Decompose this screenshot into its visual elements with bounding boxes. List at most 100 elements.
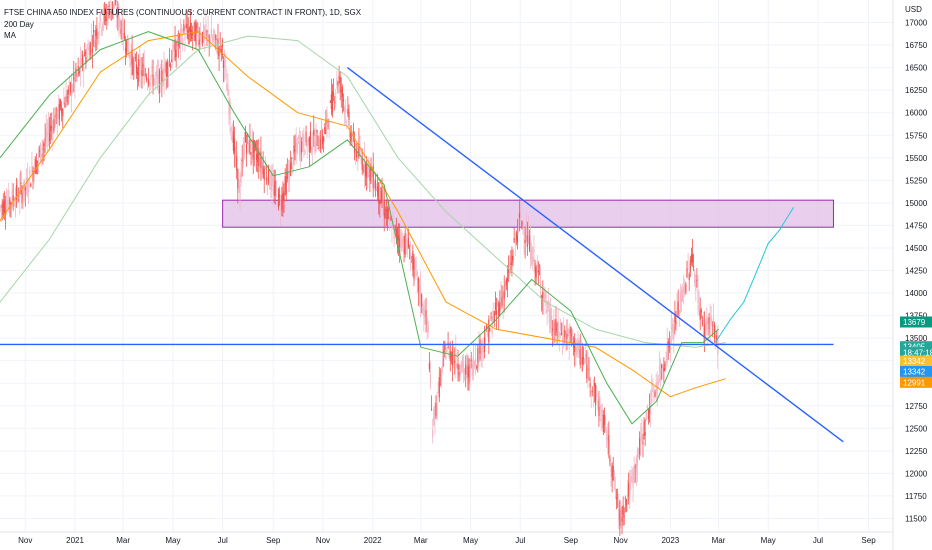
candle-body <box>249 138 251 153</box>
symbol-title[interactable]: FTSE CHINA A50 INDEX FUTURES (CONTINUOUS… <box>4 8 362 17</box>
candle-body <box>250 152 252 155</box>
candle-body <box>109 10 111 20</box>
candle-body <box>473 361 476 367</box>
x-tick-label: Sep <box>861 536 876 545</box>
candle-body <box>316 129 318 133</box>
price-tag <box>900 316 932 328</box>
candle-body <box>619 509 621 527</box>
candle-body <box>270 173 272 190</box>
candle-body <box>536 260 538 268</box>
candle-body <box>629 480 631 500</box>
candle-body <box>89 42 91 56</box>
candle-body <box>490 316 492 319</box>
candle-body <box>713 324 716 339</box>
candle-body <box>244 131 247 142</box>
candle-body <box>523 239 525 241</box>
candle-body <box>47 122 50 133</box>
candle-body <box>451 351 454 366</box>
candle-body <box>393 225 395 240</box>
candle-body <box>50 125 52 132</box>
candle-body <box>615 496 618 499</box>
candle-body <box>574 338 576 352</box>
candle-body <box>522 224 524 227</box>
indicator-200-day-label[interactable]: 200 Day <box>4 20 34 29</box>
candle-body <box>183 23 185 31</box>
candle-body <box>134 57 137 59</box>
candle-body <box>203 24 205 41</box>
candle-body <box>228 101 230 115</box>
candle-body <box>378 182 380 203</box>
candle-body <box>330 94 332 110</box>
candle-body <box>233 138 236 153</box>
candle-body <box>631 477 633 480</box>
candle-body <box>494 302 497 310</box>
y-tick-label: 13500 <box>905 334 928 343</box>
candle-body <box>399 238 401 248</box>
candle-body <box>75 68 77 77</box>
candle-body <box>286 172 288 179</box>
candle-body <box>359 150 361 153</box>
candle-body <box>675 321 677 325</box>
y-tick-label: 15750 <box>905 131 928 140</box>
candle-body <box>488 319 490 343</box>
candle-body <box>182 38 184 46</box>
candle-body <box>219 38 221 40</box>
candle-body <box>511 255 513 264</box>
candle-body <box>122 22 124 39</box>
candle-body <box>586 365 588 379</box>
candle-body <box>397 235 400 241</box>
price-tag-label: 13679 <box>903 318 926 327</box>
candle-body <box>424 314 426 325</box>
candle-body <box>175 49 177 58</box>
candle-body <box>603 414 606 425</box>
x-tick-label: Sep <box>564 536 579 545</box>
candle-body <box>139 59 141 63</box>
candle-body <box>336 77 338 85</box>
candle-body <box>700 310 702 313</box>
candle-body <box>513 237 515 242</box>
candle-body <box>172 44 174 62</box>
candle-body <box>680 291 683 301</box>
candle-body <box>92 29 95 33</box>
candle-body <box>577 340 579 351</box>
candle-body <box>209 40 211 44</box>
candle-body <box>465 364 467 375</box>
candle-body <box>524 239 526 244</box>
candle-body <box>74 79 76 87</box>
candle-body <box>106 11 108 16</box>
candle-body <box>612 466 614 481</box>
candle-body <box>120 28 122 36</box>
candle-body <box>226 84 228 91</box>
candle-body <box>335 92 337 94</box>
candle-body <box>402 237 404 242</box>
candle-body <box>292 167 294 170</box>
candle-body <box>235 150 237 158</box>
candle-body <box>504 281 506 292</box>
candle-body <box>131 49 133 65</box>
candle-body <box>535 267 537 278</box>
candle-body <box>416 271 418 280</box>
price-tag <box>900 355 932 367</box>
candle-body <box>607 429 609 444</box>
candle-body <box>635 458 637 472</box>
candle-body <box>156 73 159 79</box>
candle-body <box>179 29 182 45</box>
candle-body <box>500 292 502 303</box>
y-tick-label: 17000 <box>905 19 928 28</box>
candle-body <box>144 74 146 76</box>
candle-body <box>281 194 283 211</box>
candle-body <box>166 61 168 78</box>
candle-body <box>31 165 33 173</box>
candle-body <box>348 112 350 120</box>
candle-body <box>439 374 441 376</box>
candle-body <box>432 430 434 438</box>
candle-body <box>162 81 164 85</box>
candle-body <box>430 408 433 410</box>
indicator-ma-label[interactable]: MA <box>4 31 16 40</box>
candle-body <box>539 281 542 290</box>
candle-body <box>277 189 280 208</box>
candle-body <box>96 28 98 39</box>
x-tick-label: Mar <box>116 536 130 545</box>
candle-body <box>601 409 603 416</box>
